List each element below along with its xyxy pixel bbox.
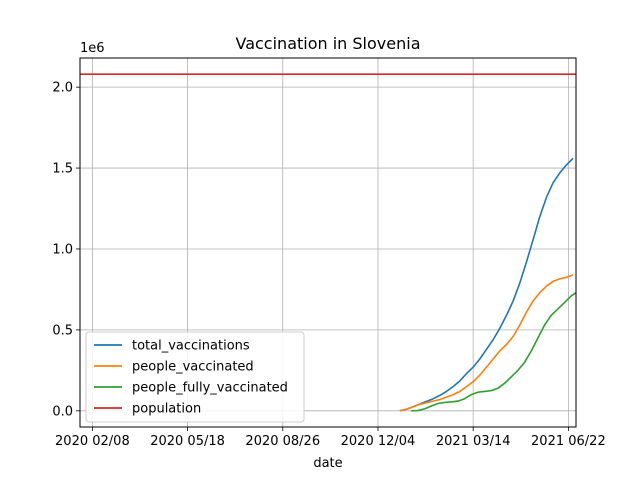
y-tick-label: 2.0 <box>52 81 73 96</box>
series-line-people-vaccinated <box>399 274 574 412</box>
legend-box <box>85 331 305 423</box>
y-offset-label: 1e6 <box>80 41 105 56</box>
x-tick-label: 2021 06/22 <box>531 434 606 449</box>
legend-label: total_vaccinations <box>132 339 250 354</box>
x-tick-label: 2020 05/18 <box>150 434 225 449</box>
legend-label: people_fully_vaccinated <box>132 381 288 396</box>
series-line-total-vaccinations <box>399 157 574 412</box>
plot-frame <box>79 57 577 428</box>
y-tick-label: 0.0 <box>52 404 73 419</box>
tick-layer: 2020 02/08 2020 05/18 2020 08/26 2020 12/04… <box>52 81 605 449</box>
series-line-people-fully-vaccinated <box>411 292 577 412</box>
x-tick-label: 2021 03/14 <box>436 434 511 449</box>
legend-label: people_vaccinated <box>132 360 254 375</box>
x-tick-label: 2020 08/26 <box>245 434 320 449</box>
chart-title: Vaccination in Slovenia <box>236 34 421 53</box>
y-tick-label: 1.5 <box>52 162 73 177</box>
y-tick-label: 1.0 <box>52 242 73 257</box>
x-tick-label: 2020 12/04 <box>341 434 416 449</box>
x-tick-label: 2020 02/08 <box>55 434 130 449</box>
legend-label: population <box>132 402 201 417</box>
y-tick-label: 0.5 <box>52 323 73 338</box>
series-layer <box>80 73 577 412</box>
grid-layer <box>80 58 576 427</box>
x-axis-label: date <box>313 456 342 471</box>
legend: total_vaccinations people_vaccinatedpeopl… <box>85 331 305 423</box>
